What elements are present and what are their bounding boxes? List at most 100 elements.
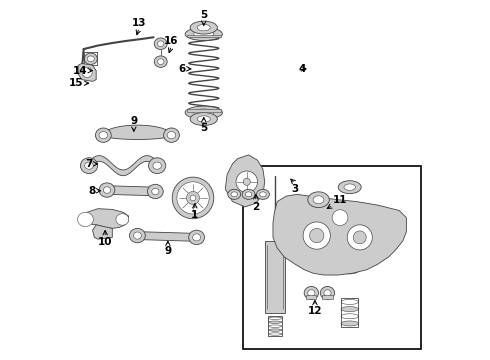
Text: 12: 12 [308,306,322,316]
Ellipse shape [197,116,210,122]
Circle shape [347,225,372,250]
Text: 13: 13 [132,18,147,28]
Ellipse shape [80,158,98,174]
Ellipse shape [341,215,348,222]
Ellipse shape [242,189,255,199]
Ellipse shape [341,307,358,312]
Polygon shape [78,63,96,81]
Ellipse shape [96,128,111,142]
Polygon shape [225,155,265,207]
Ellipse shape [84,53,97,64]
Ellipse shape [194,109,214,116]
Ellipse shape [129,228,146,243]
Ellipse shape [167,132,176,139]
Text: 9: 9 [130,116,137,126]
Ellipse shape [320,287,335,300]
Ellipse shape [185,28,222,41]
Ellipse shape [185,106,222,119]
Text: 1: 1 [191,211,198,220]
Circle shape [172,177,214,219]
Ellipse shape [308,290,315,296]
Polygon shape [87,156,159,176]
Bar [340,220,360,270]
Ellipse shape [340,215,360,224]
Ellipse shape [85,162,93,169]
Ellipse shape [231,192,238,197]
Polygon shape [107,186,155,196]
Ellipse shape [256,189,270,199]
Ellipse shape [269,333,282,335]
Ellipse shape [324,290,331,296]
Polygon shape [79,209,128,228]
Text: 11: 11 [333,195,347,205]
Ellipse shape [154,56,167,67]
Ellipse shape [228,189,241,199]
Ellipse shape [154,38,167,49]
Bar [243,166,421,348]
Ellipse shape [338,181,361,194]
Ellipse shape [164,128,179,142]
Ellipse shape [194,31,214,38]
Polygon shape [137,231,196,241]
Text: 10: 10 [98,237,112,247]
Ellipse shape [190,21,218,34]
Ellipse shape [269,317,282,319]
Ellipse shape [116,214,129,225]
Bar [187,35,221,37]
Circle shape [310,228,324,243]
Polygon shape [103,125,172,139]
Text: 4: 4 [299,64,306,74]
Ellipse shape [148,158,166,174]
Polygon shape [332,208,369,240]
Text: 6: 6 [178,64,186,74]
Ellipse shape [99,183,115,197]
Bar [322,295,333,299]
Text: 9: 9 [164,246,171,256]
Circle shape [177,182,209,214]
Bar [187,109,221,112]
Text: 5: 5 [200,10,207,21]
Circle shape [236,171,258,193]
Ellipse shape [99,132,108,139]
Ellipse shape [87,56,95,62]
Ellipse shape [103,187,111,193]
Ellipse shape [147,184,163,199]
Text: 15: 15 [69,78,84,88]
Ellipse shape [345,216,361,232]
Bar [269,316,282,336]
Circle shape [190,195,196,201]
Ellipse shape [189,230,204,244]
Circle shape [303,222,330,249]
Ellipse shape [304,287,319,300]
Text: 16: 16 [164,36,179,45]
Ellipse shape [157,41,164,46]
Polygon shape [273,194,406,275]
Text: 8: 8 [88,186,96,196]
Ellipse shape [157,59,164,64]
Ellipse shape [269,321,282,323]
Text: 7: 7 [85,159,93,169]
Ellipse shape [341,314,358,319]
Ellipse shape [82,67,92,77]
Circle shape [332,210,348,226]
Circle shape [353,231,366,244]
Text: 2: 2 [252,202,259,212]
Ellipse shape [341,321,358,326]
Ellipse shape [341,300,358,305]
Text: 3: 3 [292,184,299,194]
Ellipse shape [269,325,282,327]
Ellipse shape [313,196,324,204]
Ellipse shape [153,162,161,169]
Text: 5: 5 [200,123,207,132]
Bar [341,298,358,327]
Circle shape [187,192,199,204]
Ellipse shape [133,232,141,239]
Ellipse shape [260,192,266,197]
Ellipse shape [77,212,93,226]
Polygon shape [93,225,112,239]
Ellipse shape [245,192,252,197]
Ellipse shape [197,24,210,31]
Ellipse shape [340,265,360,274]
Text: 14: 14 [73,66,87,76]
Ellipse shape [269,329,282,331]
